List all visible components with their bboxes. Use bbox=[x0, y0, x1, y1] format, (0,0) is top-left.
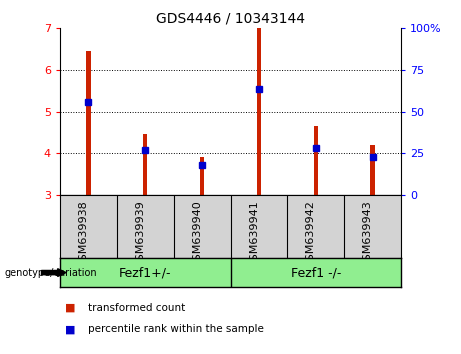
Text: ■: ■ bbox=[65, 303, 78, 313]
Text: GSM639941: GSM639941 bbox=[249, 200, 259, 268]
Text: GSM639943: GSM639943 bbox=[363, 200, 372, 268]
Text: percentile rank within the sample: percentile rank within the sample bbox=[88, 324, 264, 334]
Bar bbox=[86, 51, 91, 195]
Text: genotype/variation: genotype/variation bbox=[5, 268, 97, 278]
Bar bbox=[257, 28, 261, 195]
Bar bbox=[313, 126, 318, 195]
Text: GSM639940: GSM639940 bbox=[192, 200, 202, 268]
Text: GSM639939: GSM639939 bbox=[135, 200, 145, 268]
Text: GSM639938: GSM639938 bbox=[78, 200, 89, 268]
Text: transformed count: transformed count bbox=[88, 303, 185, 313]
Text: Fezf1 -/-: Fezf1 -/- bbox=[290, 266, 341, 279]
Bar bbox=[370, 145, 375, 195]
Bar bbox=[200, 157, 204, 195]
Text: Fezf1+/-: Fezf1+/- bbox=[119, 266, 171, 279]
Title: GDS4446 / 10343144: GDS4446 / 10343144 bbox=[156, 12, 305, 26]
Text: ■: ■ bbox=[65, 324, 78, 334]
Bar bbox=[143, 135, 148, 195]
Text: GSM639942: GSM639942 bbox=[306, 200, 316, 268]
